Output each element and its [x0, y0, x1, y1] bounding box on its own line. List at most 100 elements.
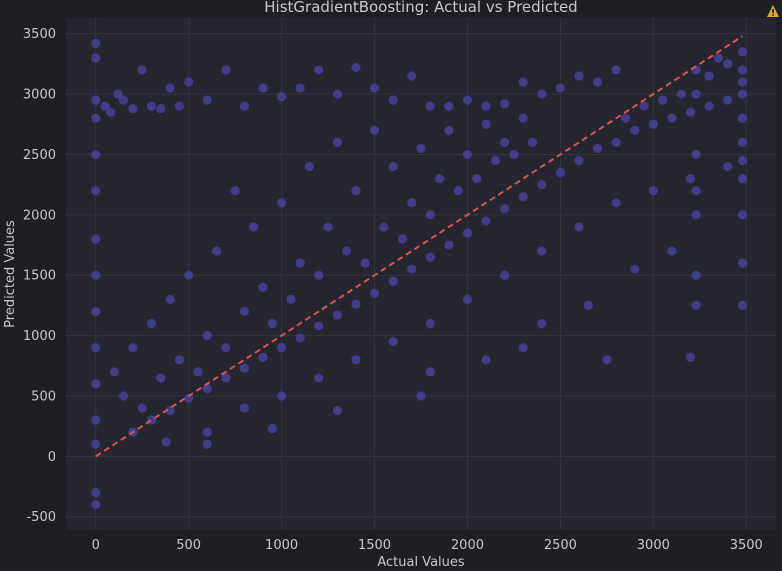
- data-point: [434, 174, 445, 184]
- x-tick-label: 2000: [451, 538, 484, 553]
- warning-triangle-icon[interactable]: [766, 4, 780, 18]
- data-point: [369, 83, 380, 93]
- data-point: [239, 363, 250, 373]
- data-point: [667, 246, 677, 256]
- data-point: [91, 186, 101, 196]
- data-point: [481, 101, 491, 111]
- data-point: [472, 174, 482, 184]
- data-point: [379, 222, 389, 232]
- data-point: [658, 95, 668, 105]
- data-point: [592, 77, 603, 87]
- x-tick-label: 1000: [265, 538, 298, 553]
- data-point: [369, 288, 380, 298]
- data-point: [611, 65, 621, 75]
- data-point: [639, 101, 649, 111]
- data-point: [351, 62, 361, 73]
- data-point: [91, 38, 101, 48]
- data-point: [481, 355, 491, 365]
- data-point: [388, 95, 398, 105]
- x-tick-label: 2500: [544, 538, 577, 553]
- y-tick-label: 500: [31, 389, 56, 404]
- y-tick-label: 2000: [23, 208, 56, 223]
- data-point: [737, 77, 748, 87]
- data-point: [425, 210, 435, 220]
- data-point: [397, 234, 408, 244]
- data-point: [323, 222, 333, 232]
- data-point: [630, 125, 640, 135]
- data-point: [602, 355, 612, 365]
- data-point: [500, 270, 510, 280]
- data-point: [416, 391, 426, 401]
- data-point: [161, 437, 171, 447]
- y-tick-label: 2500: [23, 148, 56, 163]
- data-point: [425, 252, 435, 262]
- data-point: [221, 373, 231, 383]
- x-tick-label: 3000: [637, 538, 670, 553]
- data-point: [304, 161, 315, 172]
- data-point: [128, 103, 138, 114]
- x-tick-label: 1500: [358, 538, 391, 553]
- data-point: [630, 264, 640, 274]
- data-point: [648, 119, 658, 129]
- data-point: [277, 198, 287, 208]
- data-point: [91, 439, 101, 449]
- data-point: [691, 270, 701, 280]
- data-point: [202, 439, 212, 449]
- plot-area: [66, 18, 776, 530]
- data-point: [691, 186, 701, 196]
- data-point: [691, 89, 701, 99]
- data-point: [425, 367, 435, 377]
- data-point: [444, 101, 454, 111]
- data-point: [146, 101, 157, 111]
- data-point: [202, 384, 212, 394]
- data-point: [555, 167, 565, 178]
- data-point: [314, 270, 324, 280]
- y-axis-ticks: -500 0 500 1000 1500 2000 2500 3000 3500: [23, 27, 56, 525]
- data-point: [555, 83, 565, 93]
- x-axis-label: Actual Values: [377, 555, 465, 570]
- data-point: [128, 343, 138, 353]
- data-point: [277, 91, 287, 102]
- x-tick-label: 500: [176, 538, 201, 553]
- data-point: [527, 137, 538, 147]
- data-point: [518, 113, 528, 123]
- data-point: [351, 299, 361, 309]
- data-point: [91, 270, 101, 280]
- y-tick-label: 1000: [23, 329, 56, 344]
- data-point: [537, 89, 547, 99]
- data-point: [91, 95, 101, 105]
- data-point: [109, 367, 119, 377]
- data-point: [737, 89, 748, 99]
- data-point: [106, 107, 116, 117]
- data-point: [691, 149, 701, 160]
- data-point: [267, 318, 277, 329]
- data-point: [277, 343, 287, 353]
- data-point: [332, 310, 342, 320]
- chart-title: HistGradientBoosting: Actual vs Predicte…: [264, 0, 577, 16]
- data-point: [462, 294, 473, 304]
- data-point: [156, 373, 166, 383]
- data-point: [444, 125, 454, 135]
- data-point: [737, 210, 748, 220]
- data-point: [202, 427, 212, 437]
- data-point: [453, 186, 463, 196]
- data-point: [239, 306, 250, 317]
- data-point: [537, 246, 547, 256]
- data-point: [258, 282, 268, 292]
- data-points: [91, 38, 748, 510]
- data-point: [490, 155, 500, 166]
- data-point: [174, 355, 184, 365]
- data-point: [691, 300, 701, 310]
- data-point: [184, 77, 194, 87]
- data-point: [119, 95, 129, 105]
- data-point: [211, 246, 222, 256]
- data-point: [685, 107, 696, 117]
- data-point: [230, 186, 240, 196]
- data-point: [91, 343, 101, 353]
- data-point: [332, 137, 342, 147]
- data-point: [737, 155, 748, 166]
- y-tick-label: 3500: [23, 27, 56, 42]
- data-point: [583, 300, 593, 310]
- data-point: [407, 198, 417, 208]
